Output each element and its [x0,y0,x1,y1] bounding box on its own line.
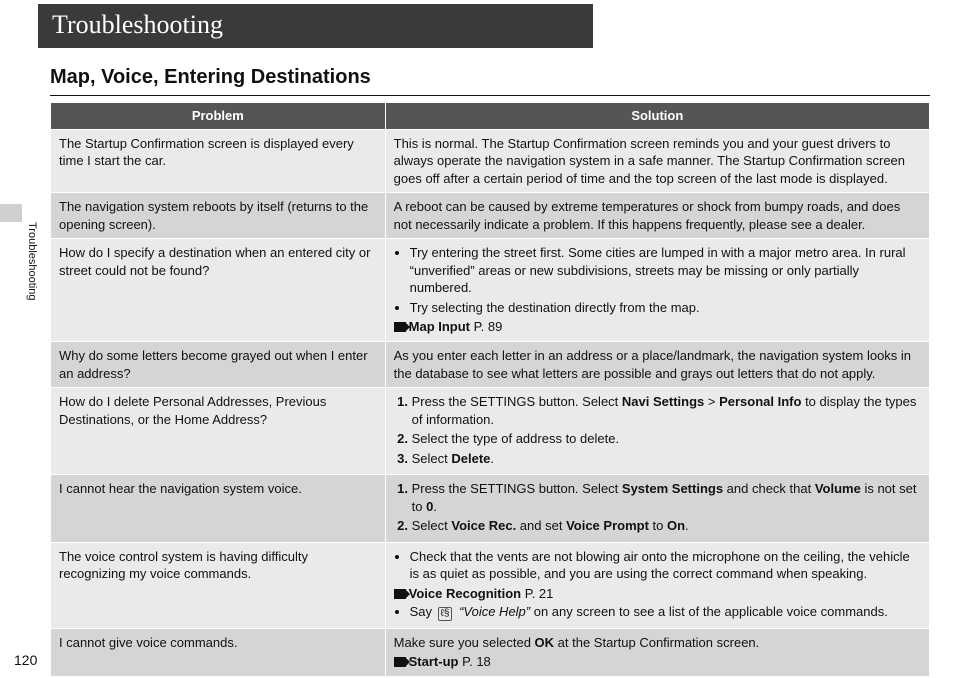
page-number: 120 [14,652,37,668]
cell-problem: I cannot hear the navigation system voic… [51,475,386,543]
table-row: I cannot give voice commands. Make sure … [51,628,930,676]
cell-solution: Check that the vents are not blowing air… [385,542,929,628]
table-row: The navigation system reboots by itself … [51,193,930,239]
col-header-problem: Problem [51,103,386,130]
troubleshooting-table: Problem Solution The Startup Confirmatio… [50,102,930,677]
cell-solution: Press the SETTINGS button. Select Navi S… [385,388,929,475]
cell-problem: The navigation system reboots by itself … [51,193,386,239]
reference-icon [394,657,406,667]
cross-reference: Map Input P. 89 [394,318,921,336]
cell-problem: How do I delete Personal Addresses, Prev… [51,388,386,475]
table-row: I cannot hear the navigation system voic… [51,475,930,543]
step-item: Press the SETTINGS button. Select Navi S… [412,393,921,428]
cell-solution: Make sure you selected OK at the Startup… [385,628,929,676]
reference-icon [394,589,406,599]
table-header-row: Problem Solution [51,103,930,130]
cell-solution: This is normal. The Startup Confirmation… [385,129,929,193]
reference-page: P. 18 [462,654,491,669]
bullet-item: Say ℓ§ “Voice Help” on any screen to see… [410,603,921,621]
step-item: Press the SETTINGS button. Select System… [412,480,921,515]
table-row: The Startup Confirmation screen is displ… [51,129,930,193]
col-header-solution: Solution [385,103,929,130]
reference-page: P. 21 [525,586,554,601]
table-row: How do I delete Personal Addresses, Prev… [51,388,930,475]
table-row: Why do some letters become grayed out wh… [51,342,930,388]
section-heading: Map, Voice, Entering Destinations [50,66,930,96]
cell-solution: Try entering the street first. Some citi… [385,239,929,342]
step-item: Select the type of address to delete. [412,430,921,448]
table-row: How do I specify a destination when an e… [51,239,930,342]
cell-solution: As you enter each letter in an address o… [385,342,929,388]
cross-reference: Voice Recognition P. 21 [394,585,921,603]
reference-label: Start-up [409,654,459,669]
solution-text: Make sure you selected OK at the Startup… [394,634,921,652]
reference-label: Map Input [409,319,470,334]
cell-solution: A reboot can be caused by extreme temper… [385,193,929,239]
step-item: Select Voice Rec. and set Voice Prompt t… [412,517,921,535]
cell-problem: The voice control system is having diffi… [51,542,386,628]
cell-solution: Press the SETTINGS button. Select System… [385,475,929,543]
cell-problem: I cannot give voice commands. [51,628,386,676]
bullet-item: Try entering the street first. Some citi… [410,244,921,297]
margin-tab [0,204,22,222]
reference-page: P. 89 [474,319,503,334]
cell-problem: Why do some letters become grayed out wh… [51,342,386,388]
reference-icon [394,322,406,332]
cross-reference: Start-up P. 18 [394,653,921,671]
cell-problem: The Startup Confirmation screen is displ… [51,129,386,193]
bullet-item: Check that the vents are not blowing air… [410,548,921,583]
step-item: Select Delete. [412,450,921,468]
chapter-title: Troubleshooting [38,4,593,48]
margin-label: Troubleshooting [26,222,38,300]
cell-problem: How do I specify a destination when an e… [51,239,386,342]
reference-label: Voice Recognition [409,586,521,601]
bullet-item: Try selecting the destination directly f… [410,299,921,317]
table-row: The voice control system is having diffi… [51,542,930,628]
